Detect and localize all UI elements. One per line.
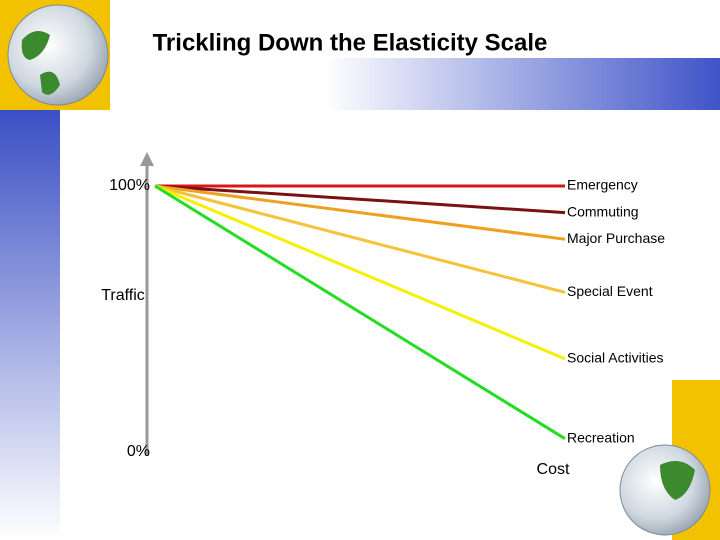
- series-label: Social Activities: [567, 350, 663, 366]
- series-line: [154, 184, 566, 241]
- globe-land: [660, 461, 695, 500]
- series-label: Major Purchase: [567, 230, 665, 246]
- chart-title: Trickling Down the Elasticity Scale: [153, 29, 548, 56]
- series-line: [154, 184, 566, 361]
- y-axis-label: Traffic: [101, 287, 145, 304]
- plot: 0% 100% Emergency Commuting Major Purchase Sp…: [109, 177, 665, 461]
- series-label: Emergency: [567, 177, 638, 193]
- top-band: [110, 58, 720, 110]
- y-axis-arrow: [140, 152, 154, 166]
- series-line: [154, 184, 566, 215]
- globe-icon: [619, 444, 711, 536]
- y-tick-label: 100%: [109, 177, 150, 194]
- globe-icon: [7, 4, 109, 106]
- globe-land: [21, 31, 60, 95]
- series-label: Recreation: [567, 429, 635, 445]
- x-axis-label: Cost: [537, 461, 570, 478]
- series-line: [154, 184, 566, 294]
- left-band: [0, 110, 60, 540]
- series-label: Special Event: [567, 283, 653, 299]
- y-tick-label: 0%: [127, 443, 150, 460]
- series-line: [154, 184, 566, 440]
- series-label: Commuting: [567, 203, 639, 219]
